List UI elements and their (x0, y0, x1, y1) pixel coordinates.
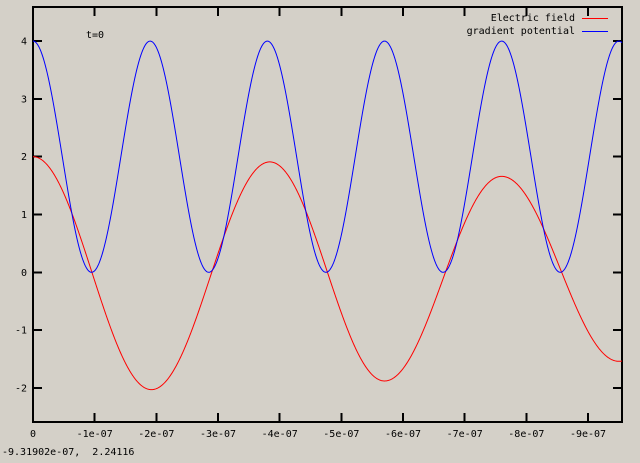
x-tick-label: -7e-07 (447, 429, 483, 440)
plot-area[interactable] (33, 7, 622, 422)
y-tick-label: 2 (21, 152, 27, 163)
y-tick-label: 3 (21, 94, 27, 105)
x-tick-label: -4e-07 (262, 429, 298, 440)
y-tick-label: -2 (15, 383, 27, 394)
x-tick-label: -3e-07 (200, 429, 236, 440)
legend-label-electric-field: Electric field (490, 13, 575, 24)
x-tick-label: -9e-07 (570, 429, 606, 440)
x-tick-label: -1e-07 (77, 429, 113, 440)
y-tick-label: -1 (15, 326, 27, 337)
x-tick-label: -6e-07 (385, 429, 421, 440)
legend-label-gradient-potential: gradient potential (466, 26, 575, 37)
plot-border (32, 6, 623, 423)
time-annotation: t=0 (86, 30, 105, 41)
legend-entry-electric-field: Electric field (491, 12, 608, 25)
y-tick-label: 4 (21, 37, 27, 48)
x-tick-label: 0 (30, 429, 36, 440)
legend-entry-gradient-potential: gradient potential (467, 25, 608, 38)
y-tick-label: 1 (21, 210, 27, 221)
x-tick-label: -2e-07 (138, 429, 174, 440)
series-electric-field (32, 156, 623, 391)
x-tick-label: -5e-07 (323, 429, 359, 440)
x-tick-label: -8e-07 (508, 429, 544, 440)
legend: Electric field gradient potential (467, 12, 608, 38)
legend-line-sample-blue (582, 31, 608, 32)
series-gradient-potential (32, 40, 623, 273)
legend-line-sample-red (582, 18, 608, 19)
mouse-position-readout: -9.31902e-07, 2.24116 (2, 447, 135, 458)
y-tick-label: 0 (21, 268, 27, 279)
